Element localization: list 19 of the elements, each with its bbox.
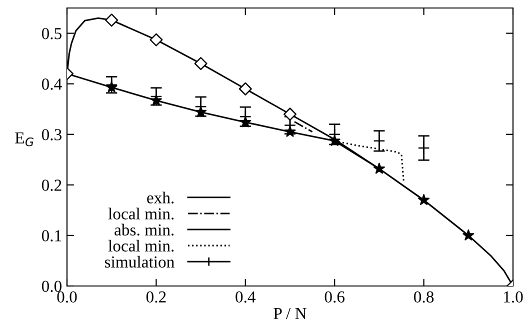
legend-label: local min. [108, 208, 174, 220]
legend-label: local min. [108, 240, 174, 252]
x-tick-label: 0.4 [236, 291, 256, 303]
y-tick-label: 0.5 [42, 28, 62, 40]
legend-label: exh. [147, 192, 174, 204]
y-tick-label: 0.1 [42, 230, 62, 242]
x-axis-title: P / N [274, 308, 306, 320]
text: 0.0 [42, 280, 62, 292]
legend-label: simulation [104, 256, 174, 268]
text: 0.0 [57, 291, 77, 303]
x-tick-label: 0.6 [324, 291, 345, 303]
x-tick-label: 0.8 [414, 291, 434, 303]
legend-label: abs. min. [114, 224, 174, 236]
y-tick-label: 0.4 [42, 78, 62, 90]
x-tick-label: 0.2 [146, 291, 166, 303]
y-tick-label: 0.3 [42, 129, 62, 140]
text: 1.0 [504, 291, 523, 303]
y-axis-title: E$_{G}$ [15, 132, 34, 146]
y-tick-label: 0.2 [42, 180, 62, 191]
